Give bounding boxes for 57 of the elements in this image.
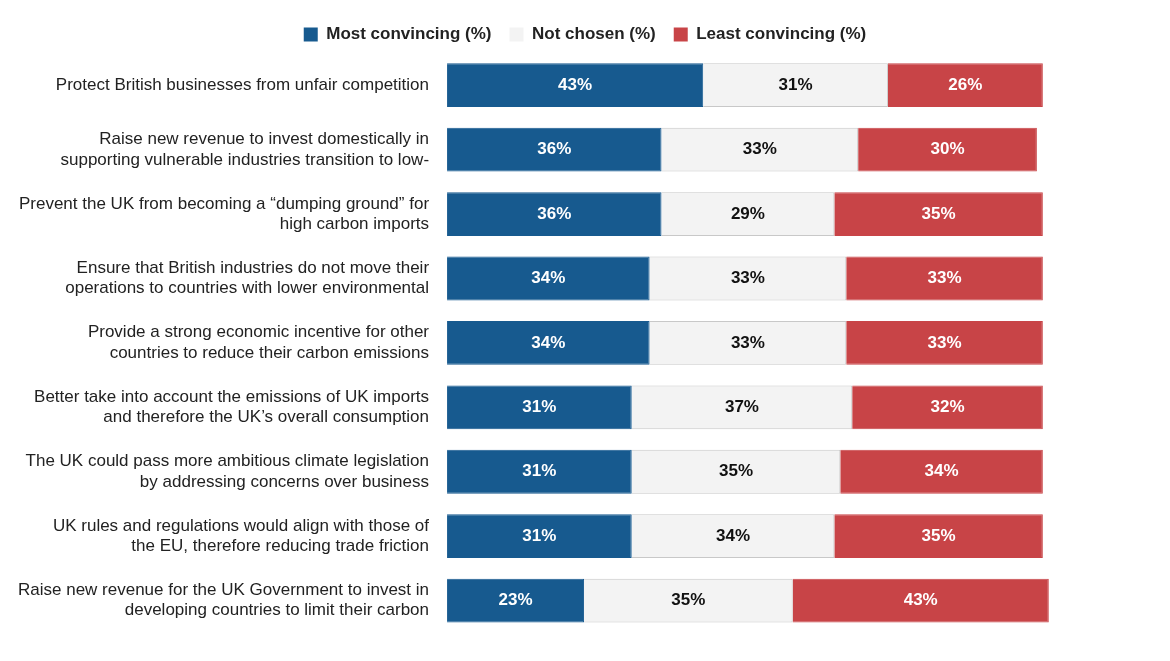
data-label: 36% xyxy=(537,203,572,223)
data-label: 34% xyxy=(716,525,751,545)
bar xyxy=(447,256,650,301)
data-label: 34% xyxy=(531,268,566,288)
data-label: 30% xyxy=(930,139,965,159)
y-tick-label: Protect British businesses from unfair competition xyxy=(55,74,430,94)
data-label: 33% xyxy=(927,268,962,288)
data-label: 31% xyxy=(778,74,813,94)
data-label: 26% xyxy=(948,74,983,94)
bar xyxy=(846,321,1043,365)
bar xyxy=(447,578,585,623)
data-label: 43% xyxy=(903,590,938,610)
y-tick-label: Raise new revenue to invest domestically in supporting vulnerable industries transition to low- xyxy=(60,129,430,169)
bar xyxy=(840,449,1043,494)
legend-label: Not chosen (%) xyxy=(532,24,656,44)
bar xyxy=(447,127,662,172)
data-label: 33% xyxy=(742,139,777,159)
y-tick-label: The UK could pass more ambitious climate legislation by addressing concerns over business xyxy=(25,451,430,491)
data-label: 31% xyxy=(522,397,557,417)
data-label: 35% xyxy=(718,461,754,481)
bar xyxy=(846,256,1043,301)
bar xyxy=(447,449,632,494)
data-label: 36% xyxy=(537,139,572,159)
y-tick-label: UK rules and regulations would align with those of the EU, therefore reducing trade friction xyxy=(52,515,430,556)
bar xyxy=(792,578,1049,623)
data-label: 32% xyxy=(930,397,965,417)
data-label: 34% xyxy=(924,461,959,481)
data-label: 33% xyxy=(730,268,765,288)
y-tick-label: Prevent the UK from becoming a “dumping ground” for high carbon imports xyxy=(18,193,430,233)
data-label: 33% xyxy=(927,332,962,352)
y-tick-label: Provide a strong economic incentive for other countries to reduce their carbon emissions xyxy=(87,322,430,362)
data-label: 35% xyxy=(671,590,706,610)
bar xyxy=(447,514,632,559)
data-label: 33% xyxy=(730,332,765,352)
legend-label: Most convincing (%) xyxy=(326,24,492,44)
data-label: 43% xyxy=(558,74,593,94)
y-tick-label: Ensure that British industries do not move their operations to countries with lower environmental xyxy=(65,257,430,298)
legend-label: Least convincing (%) xyxy=(696,24,867,44)
bar xyxy=(447,321,650,365)
bar xyxy=(858,127,1037,172)
data-label: 35% xyxy=(921,525,956,545)
bar xyxy=(834,514,1043,559)
bar xyxy=(447,385,632,430)
data-label: 29% xyxy=(730,203,765,223)
data-label: 35% xyxy=(921,203,956,223)
y-tick-label: Raise new revenue for the UK Government to invest in developing countries to limit their carbon xyxy=(17,580,430,620)
bar xyxy=(887,63,1043,108)
bar xyxy=(447,63,704,108)
data-label: 34% xyxy=(531,332,566,352)
bar xyxy=(834,192,1043,236)
data-label: 23% xyxy=(498,590,533,610)
bar xyxy=(852,385,1043,430)
data-label: 37% xyxy=(724,397,759,417)
data-label: 31% xyxy=(522,525,557,545)
y-tick-label: Better take into account the emissions of UK imports and therefore the UK’s overall consumption xyxy=(34,386,430,427)
bar xyxy=(447,192,662,236)
data-label: 31% xyxy=(522,461,557,481)
